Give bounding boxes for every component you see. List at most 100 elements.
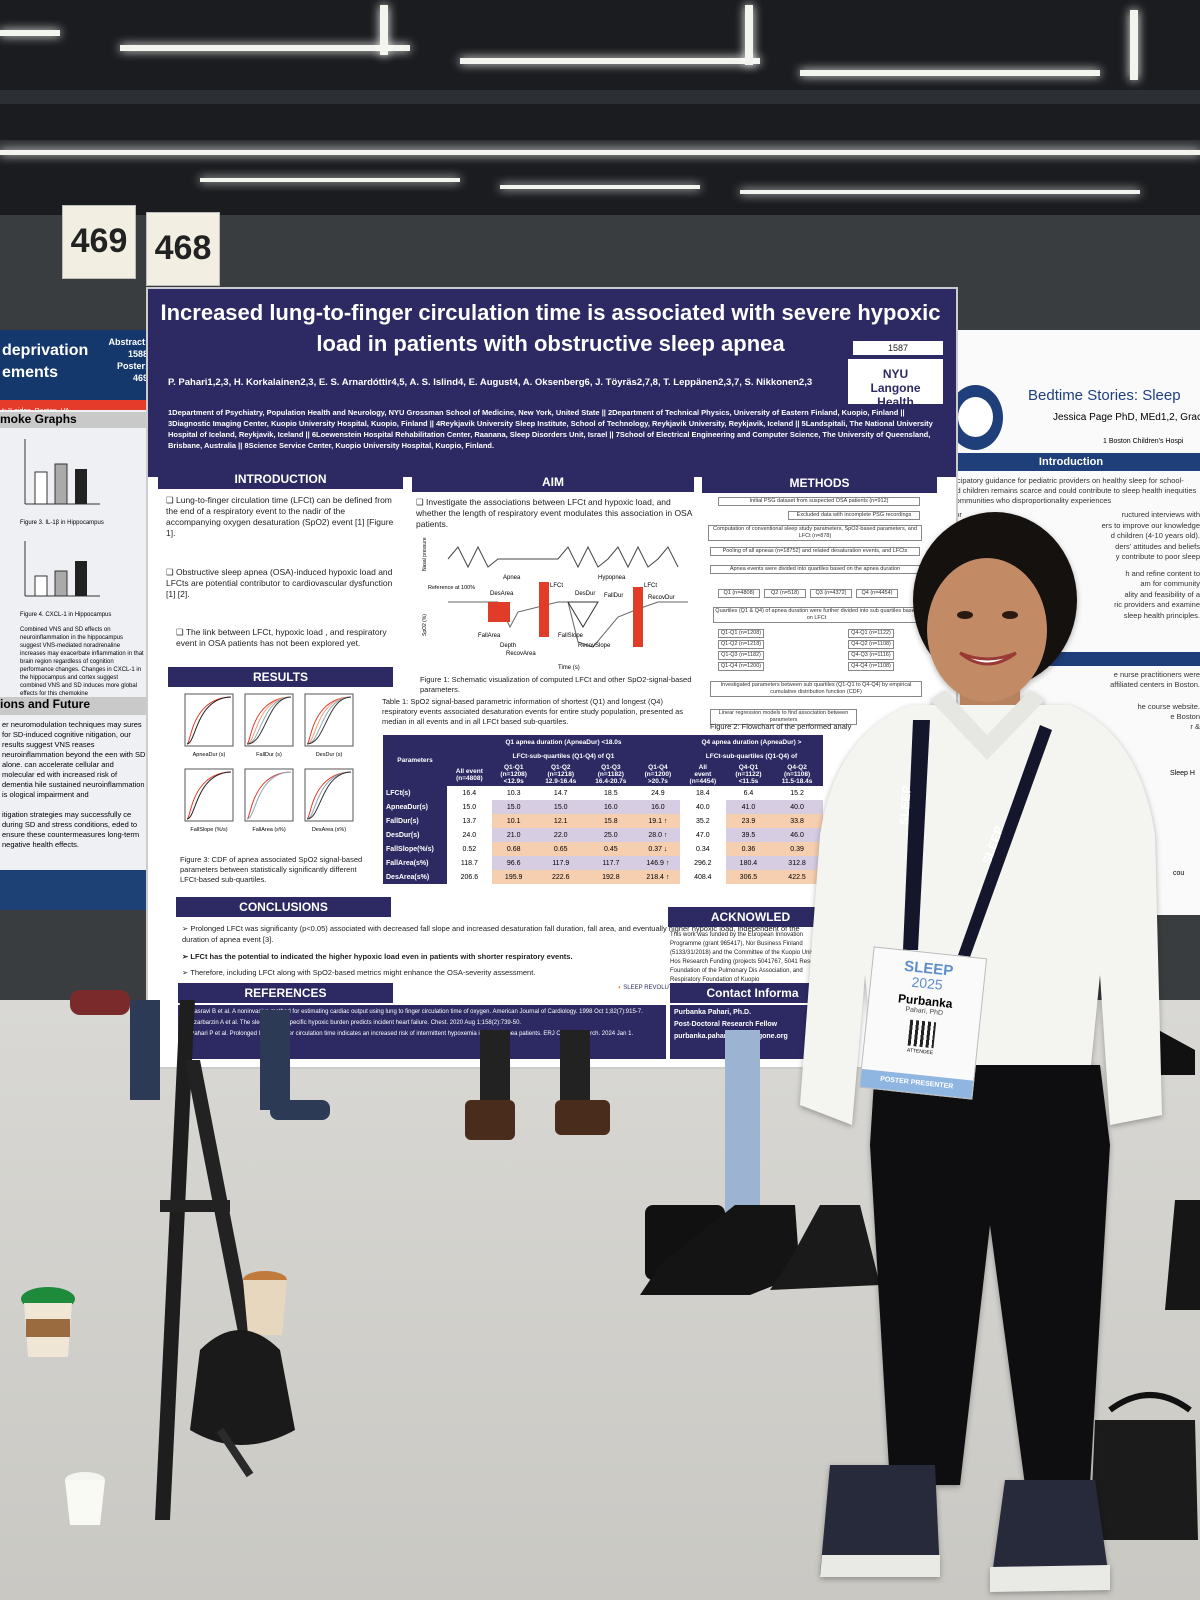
flow-step-6: Quartiles (Q1 & Q4) of apnea duration we… [713, 607, 920, 623]
left-poster-fig2-caption: Figure 4. CXCL-1 in Hippocampus [20, 612, 112, 618]
cdf-axis-label: FallSlope (%/s) [190, 827, 227, 833]
fragment: ructured interviews with [1121, 510, 1200, 519]
table-cell: 96.6 [491, 856, 536, 870]
ceiling-light [740, 190, 1140, 194]
desarea-shape [488, 602, 510, 622]
col-header-line: (n=4808) [456, 774, 483, 782]
figure-2-caption: Figure 2: Flowchart of the performed ana… [710, 722, 852, 731]
table-cell: 39.5 [725, 828, 772, 842]
table-cell: 0.39 [771, 842, 823, 856]
bullet-icon: ➢ [182, 924, 191, 933]
cdf-axis-label: DesDur (s) [316, 752, 343, 758]
left-poster-bar-chart-2 [24, 541, 100, 597]
left-poster-bullets: Combined VNS and SD effects on neuroinfl… [20, 627, 144, 697]
flow-q4-q1: Q4-Q1 (n=1122) [848, 629, 894, 638]
col-header-line: >20.7s [647, 778, 668, 785]
table-row-label: ApneaDur(s) [383, 800, 447, 814]
table-cell: 15.8 [585, 814, 636, 828]
ceiling-light [0, 150, 1200, 155]
bullet-icon: ➢ [182, 968, 191, 977]
table-cell: 0.45 [585, 842, 636, 856]
cdf-panel: FallDur (s) [244, 693, 294, 758]
col-header-line: (n=4454) [689, 778, 717, 785]
fragment: he course website. [1137, 702, 1200, 711]
table-col-header: All event (n=4454) [679, 763, 726, 786]
flow-step-1: Initial PSG dataset from suspected OSA p… [718, 497, 920, 506]
col-header-line: 16.4-20.7s [595, 778, 627, 785]
flow-step-8: Linear regression models to find associa… [710, 709, 857, 725]
section-results: RESULTS [168, 667, 393, 687]
table-cell: 35.2 [696, 817, 710, 825]
left-poster-affiliation: t; ¹Leidos, Reston, VA [0, 408, 70, 415]
table-col-header: Q1-Q1 (n=1208) <12.9s [491, 763, 536, 786]
col-header-line: event [694, 771, 712, 778]
fragment: am for community [1140, 579, 1200, 588]
table-header-q4-sub: LFCt-sub-quartiles (Q1-Q4) of [679, 749, 823, 763]
table-cell: 47.0 [696, 831, 710, 839]
table-cell: 24.0 [462, 831, 477, 839]
meta-poster-label: Poster: [116, 361, 148, 371]
table-cell: 16.4 [462, 789, 477, 797]
ceiling-beam [0, 90, 1200, 104]
table-cell: 296.2 [694, 859, 712, 867]
fig1-label-nasal: Nasal pressure [422, 537, 428, 571]
name-badge: SLEEP 2025 Purbanka Pahari, PhD ATTENDEE… [858, 946, 988, 1100]
table-header-q1-sub: LFCt-sub-quartiles (Q1-Q4) of Q1 [447, 749, 680, 763]
black-bag-edge [1165, 1200, 1200, 1310]
left-poster-header: deprivation ements Abstract: 1588 Poster… [0, 330, 152, 400]
sleep-revolution-text: SLEEP REVOLUTION [623, 985, 684, 991]
cdf-curve [306, 696, 352, 745]
col-header-line: Q1-Q2 [550, 764, 571, 771]
fig1-label-fallslope: FallSlope [558, 633, 584, 639]
contact-title: Post-Doctoral Research Fellow [674, 1021, 778, 1028]
table-cell: 0.36 [725, 842, 772, 856]
fragment: ers to improve our knowledge [1101, 520, 1200, 530]
col-header-line: (n=1200) [644, 771, 672, 778]
table-1-caption: Table 1: SpO2 signal-based parametric in… [382, 697, 684, 726]
col-header-line: Q1-Q3 [601, 764, 621, 771]
col-header-line: <12.9s [503, 778, 524, 785]
section-introduction: INTRODUCTION [158, 469, 403, 489]
table-cell: 10.1 [491, 814, 536, 828]
flow-step-4: Pooling of all apneas (n=18752) and rela… [710, 547, 920, 556]
aim-text: ❑ Investigate the associations between L… [416, 497, 696, 530]
col-header-line: Q4-Q2 [787, 764, 807, 771]
booth-number-468: 468 [146, 212, 220, 286]
table-cell: 118.7 [460, 859, 478, 867]
flow-q1-q2: Q1-Q2 (n=1218) [718, 640, 764, 649]
table-row: DesDur(s) 24.0 21.0 22.0 25.0 28.0 ↑ 47.0 39.5 4… [383, 828, 823, 842]
col-header-line: Q1-Q1 [503, 764, 524, 771]
table-row: FallDur(s) 13.7 10.1 12.1 15.8 19.1 ↑ 35.2 23.9… [383, 814, 823, 828]
ceiling-light [800, 70, 1100, 76]
flow-q1-q1: Q1-Q1 (n=1208) [718, 629, 764, 638]
booth-number-469: 469 [62, 205, 136, 279]
table-row: FallSlope(%/s) 0.52 0.68 0.65 0.45 0.37 ↓ 0.34… [383, 842, 823, 856]
fig1-label-desarea: DesArea [490, 591, 514, 597]
left-poster-title-1: deprivation [2, 342, 89, 359]
intro-point-1: ❑ Lung-to-finger circulation time (LFCt)… [166, 495, 396, 539]
table-cell: 25.0 [585, 828, 636, 842]
logo-text: NYU Langone Health [870, 367, 921, 409]
table-header-q1: Q1 apnea duration (ApneaDur) <18.0s [447, 735, 680, 749]
left-poster-section-1: moke Graphs [0, 412, 152, 428]
fragment: ric providers and examine [1114, 600, 1200, 609]
table-cell: 15.0 [462, 803, 477, 811]
flow-q4-subquartiles: Q4-Q1 (n=1122) Q4-Q2 (n=1108) Q4-Q3 (n=1… [848, 629, 894, 671]
contact-name: Purbanka Pahari, Ph.D. [674, 1009, 752, 1016]
table-cell: 40.0 [771, 800, 823, 814]
table-cell: 422.5 [771, 870, 823, 884]
cdf-curve [246, 696, 292, 745]
small-paper-cup [65, 1472, 105, 1525]
table-cell: 146.9 ↑ [635, 856, 680, 870]
flow-step-2: Excluded data with incomplete PSG record… [788, 511, 920, 520]
fragment: h and refine content to [1125, 568, 1200, 578]
acknowledgement-text: This work was funded by the European Inn… [670, 932, 829, 983]
conclusion-2: ➢ LFCt has the potential to indicated th… [182, 951, 812, 962]
ceiling-light [500, 185, 700, 189]
flow-q2: Q2 (n=518) [764, 589, 806, 598]
table-row-label: FallArea(s%) [383, 856, 447, 870]
col-header-line: (n=1208) [500, 771, 527, 778]
table-cell: 18.5 [604, 789, 618, 797]
fragment: e Boston [1170, 712, 1200, 721]
table-header-parameters: Parameters [383, 735, 447, 786]
